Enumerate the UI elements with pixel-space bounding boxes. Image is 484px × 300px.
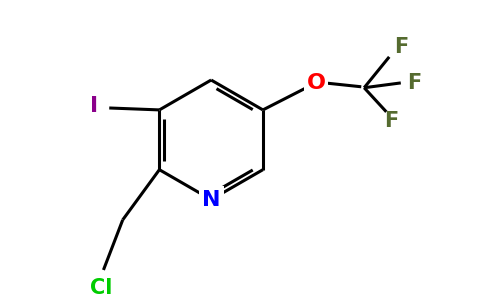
Text: F: F	[407, 73, 422, 93]
Text: I: I	[90, 96, 98, 116]
Text: F: F	[384, 112, 398, 131]
Text: O: O	[306, 73, 325, 93]
Text: F: F	[393, 37, 408, 57]
Text: N: N	[202, 190, 220, 210]
Text: Cl: Cl	[91, 278, 113, 298]
